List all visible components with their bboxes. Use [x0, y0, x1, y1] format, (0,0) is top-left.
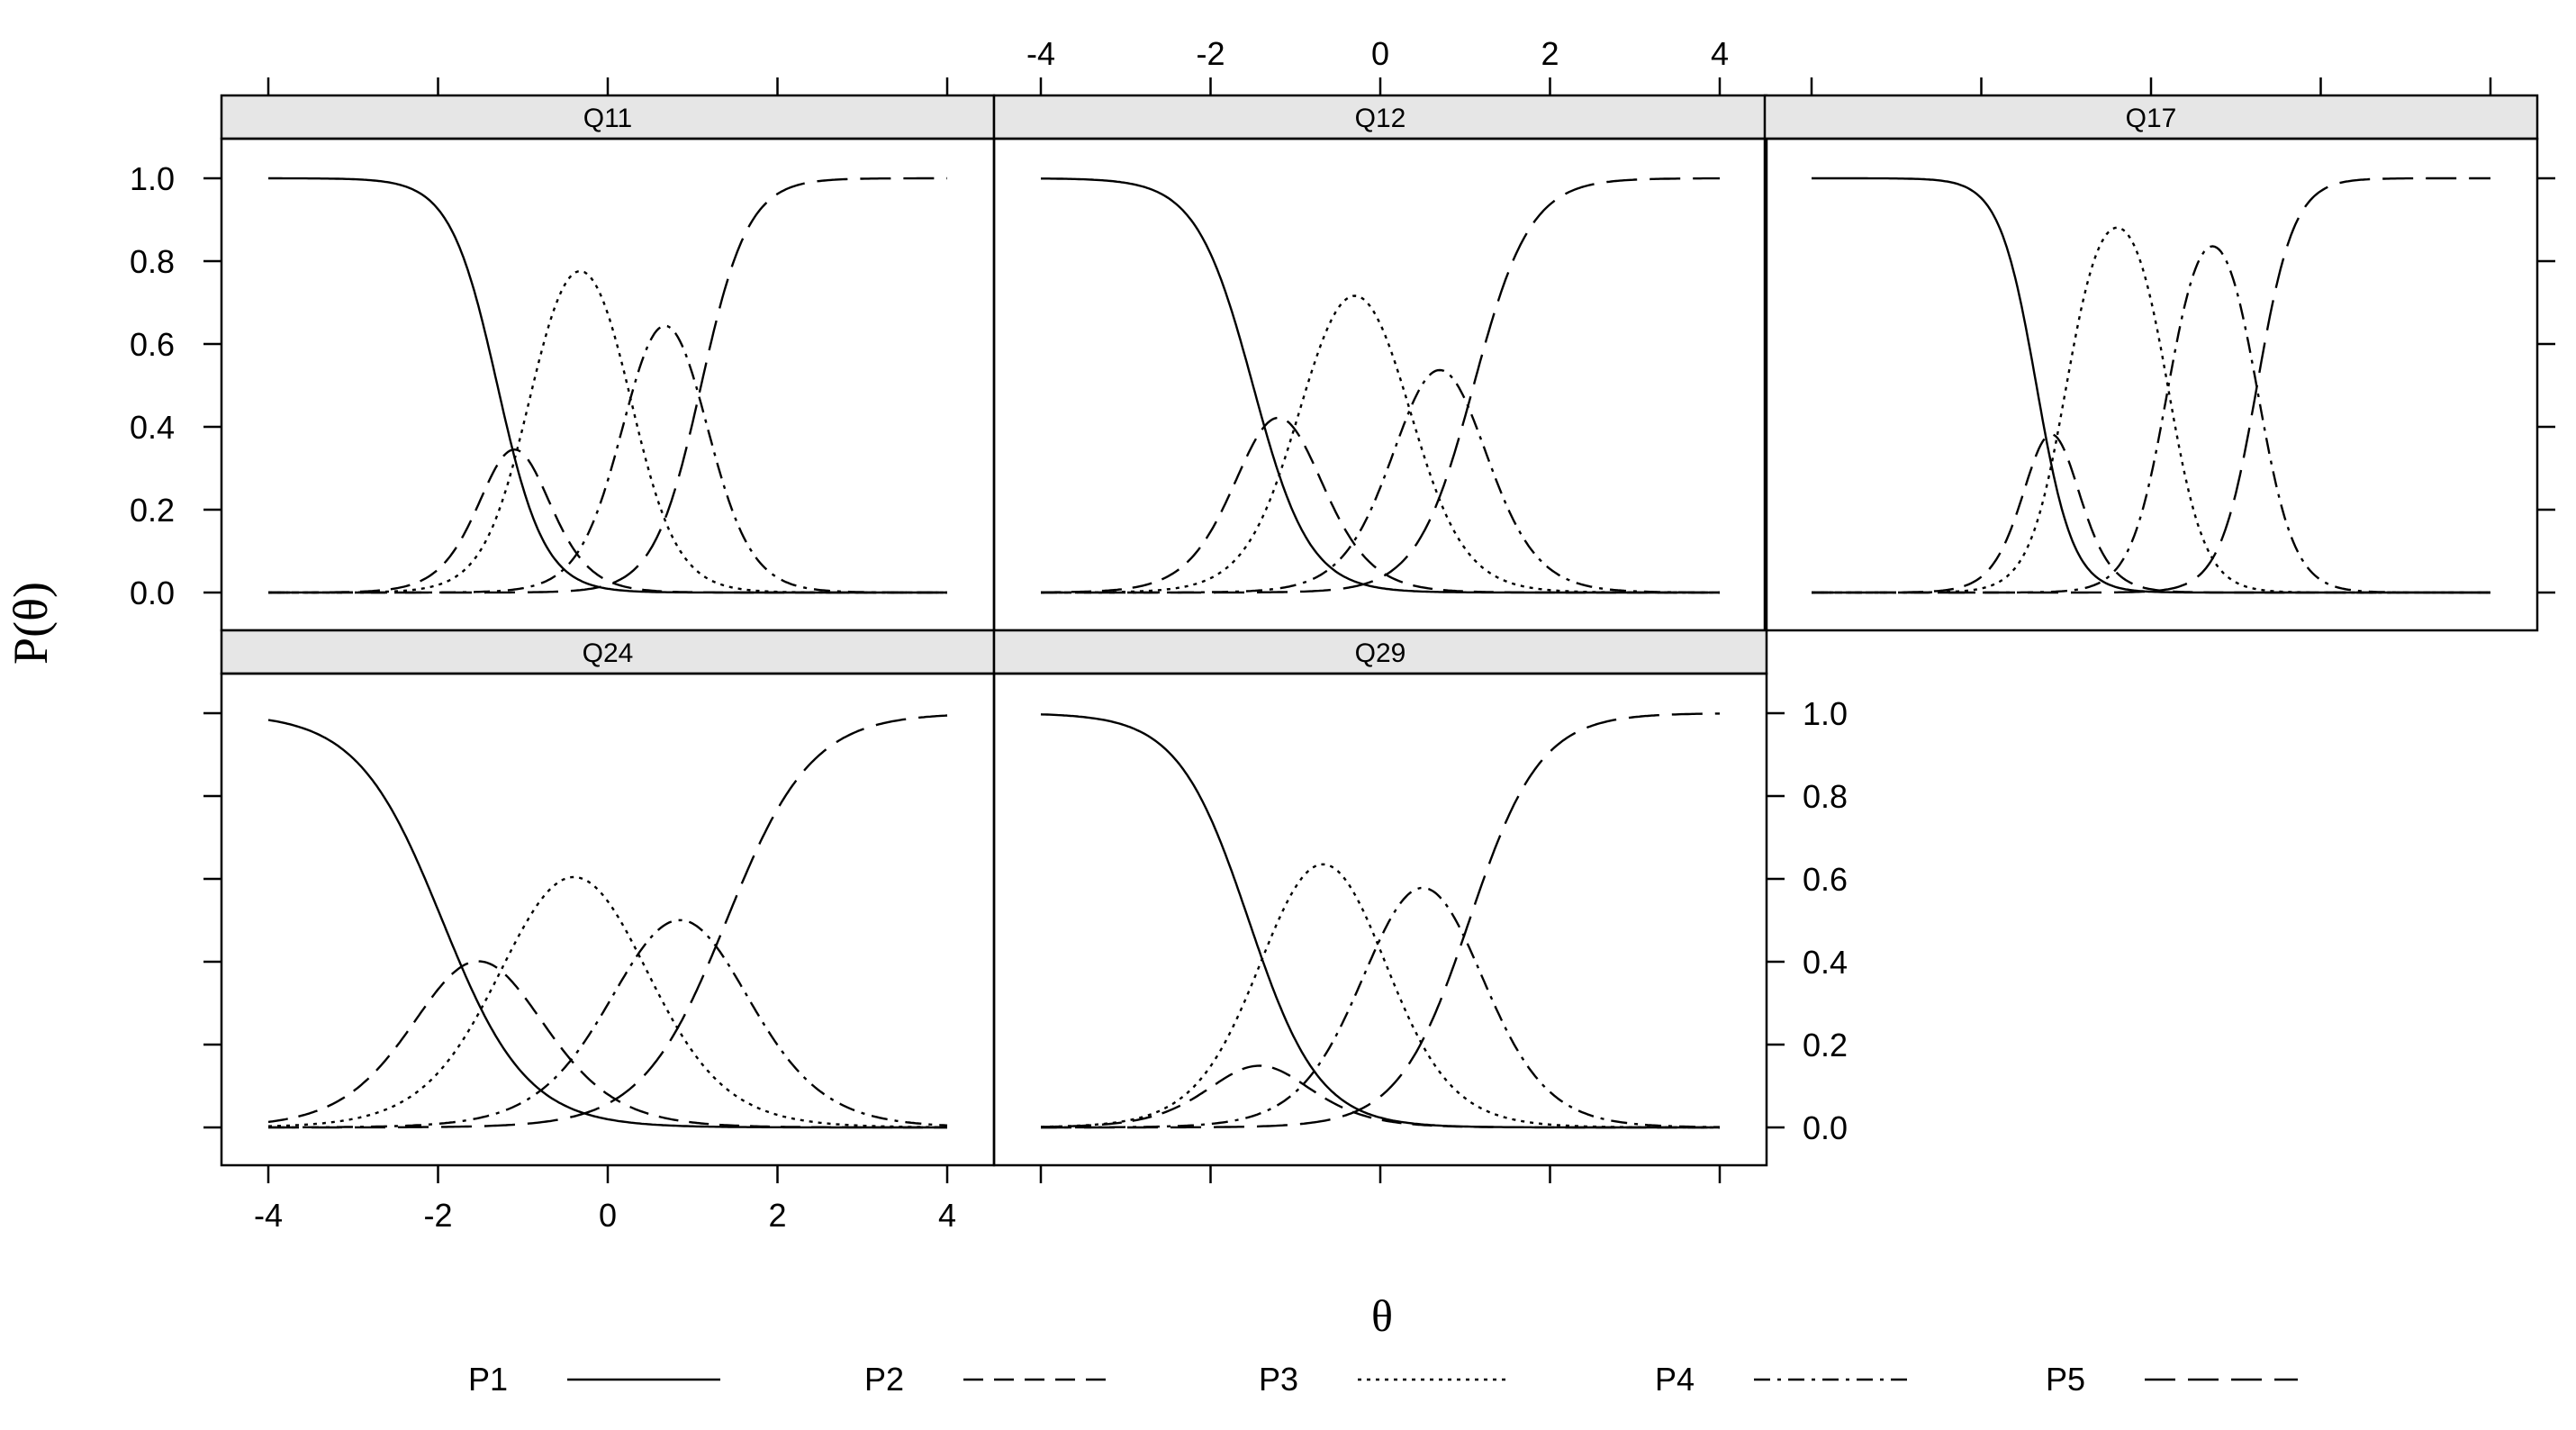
series-p5-line: [1041, 176, 1720, 594]
series-p3-line: [1041, 863, 1720, 1129]
x-tick-label: 0: [1371, 35, 1389, 72]
series-p5-line: [268, 714, 948, 1129]
x-tick-label: -4: [254, 1197, 283, 1234]
panel-q17: Q17: [1763, 77, 2555, 632]
legend-item-p5: P5: [2046, 1361, 2298, 1398]
series-p2-line: [267, 960, 947, 1129]
panel-title: Q17: [2126, 104, 2177, 133]
series-p4-line: [1812, 245, 2490, 594]
series-p3-line: [1041, 294, 1720, 594]
y-tick-label: 0.2: [130, 492, 175, 529]
legend-label: P3: [1259, 1361, 1298, 1398]
series-p4-line: [1041, 368, 1720, 594]
x-tick-label: -2: [423, 1197, 452, 1234]
panel-frame: [220, 672, 996, 1167]
y-tick-label: 1.0: [130, 160, 175, 197]
y-tick-label: 0.8: [130, 243, 175, 280]
panel-title: Q29: [1355, 638, 1406, 668]
series-p1-line: [268, 176, 947, 594]
y-tick-label: 0.8: [1803, 778, 1848, 815]
series-p1-line: [1812, 176, 2490, 594]
series-p5-line: [1812, 176, 2490, 594]
series-p3-line: [1812, 226, 2490, 594]
panel-title: Q11: [583, 104, 632, 133]
panel-frame: [992, 137, 1768, 632]
series-p4-line: [268, 324, 947, 594]
panel-frame: [992, 672, 1768, 1167]
x-tick-label: 2: [768, 1197, 786, 1234]
legend-label: P4: [1655, 1361, 1695, 1398]
y-tick-label: 0.4: [130, 409, 175, 446]
panel-q12: Q12 -4 -2 0 2 4: [992, 35, 1768, 632]
panel-title: Q24: [583, 638, 634, 668]
y-tick-label: 0.4: [1803, 944, 1848, 981]
x-tick-label: 4: [938, 1197, 956, 1234]
x-tick-label: 0: [599, 1197, 617, 1234]
panel-frame: [220, 137, 996, 632]
legend-item-p1: P1: [468, 1361, 720, 1398]
panel-q11: Q11 0.0 0.2 0.4 0.6 0.8 1.0: [130, 77, 996, 632]
series-p3-line: [267, 875, 947, 1128]
series-p4-line: [268, 919, 948, 1129]
panel-frame: [1763, 137, 2539, 632]
y-axis-label: P(θ): [4, 582, 58, 665]
legend-label: P1: [468, 1361, 508, 1398]
series-p1-line: [267, 719, 947, 1129]
x-axis-label: θ: [1371, 1290, 1393, 1341]
y-tick-label: 0.2: [1803, 1027, 1848, 1063]
panel-q29: Q29 0.0 0.2 0.4 0.6 0.8 1.0: [992, 629, 1848, 1183]
panel-strip: [992, 94, 1768, 140]
y-tick-label: 0.6: [1803, 861, 1848, 898]
series-p2-line: [1812, 432, 2490, 594]
series-p2-line: [1041, 416, 1720, 594]
y-tick-label: 0.6: [130, 326, 175, 363]
series-p2-line: [268, 448, 947, 594]
panel-strip: [220, 629, 996, 675]
series-p5-line: [1041, 712, 1720, 1129]
legend-item-p4: P4: [1655, 1361, 1907, 1398]
legend-item-p2: P2: [864, 1361, 1116, 1398]
x-tick-label: 2: [1541, 35, 1559, 72]
panel-strip: [220, 94, 996, 140]
series-p4-line: [1041, 886, 1720, 1129]
legend: P1 P2 P3 P4 P5: [468, 1361, 2298, 1398]
legend-item-p3: P3: [1259, 1361, 1511, 1398]
series-p5-line: [268, 176, 947, 594]
series-p1-line: [1040, 713, 1720, 1129]
panel-title: Q12: [1355, 104, 1406, 133]
x-tick-label: -4: [1026, 35, 1055, 72]
series-p3-line: [268, 269, 947, 594]
x-tick-label: 4: [1711, 35, 1729, 72]
legend-label: P2: [864, 1361, 904, 1398]
panel-q24: Q24 -4 -2 0 2 4: [203, 629, 996, 1234]
series-p1-line: [1041, 177, 1720, 594]
series-p2-line: [1041, 1064, 1720, 1129]
y-tick-label: 0.0: [130, 575, 175, 611]
y-tick-label: 0.0: [1803, 1109, 1848, 1146]
x-tick-label: -2: [1196, 35, 1225, 72]
y-tick-label: 1.0: [1803, 695, 1848, 732]
legend-label: P5: [2046, 1361, 2085, 1398]
